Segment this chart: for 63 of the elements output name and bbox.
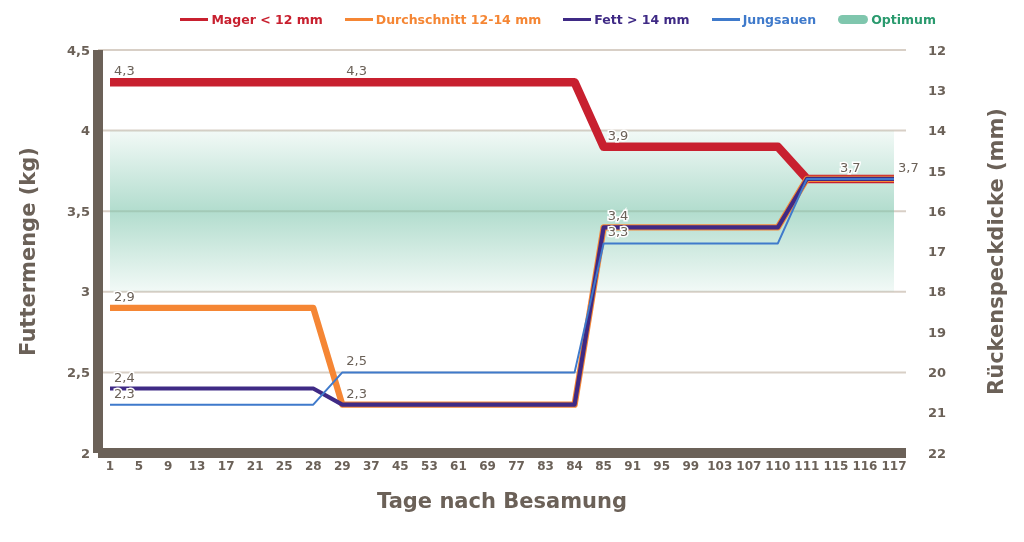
y2-tick-label: 14 — [928, 123, 947, 139]
x-tick-label: 116 — [852, 458, 878, 473]
data-label: 3,4 — [607, 208, 629, 224]
data-label: 2,3 — [346, 385, 367, 401]
y2-tick-label: 20 — [928, 365, 947, 381]
y2-tick-label: 18 — [928, 284, 947, 300]
x-tick-label: 28 — [304, 458, 322, 473]
y2-tick-label: 17 — [928, 244, 947, 260]
legend-label: Fett > 14 mm — [593, 11, 690, 27]
x-tick-label: 91 — [624, 458, 642, 473]
y2-tick-label: 21 — [928, 405, 947, 421]
x-tick-label: 115 — [823, 458, 849, 473]
legend-label: Jungsauen — [741, 11, 817, 27]
y2-axis-title: Rückenspeckdicke (mm) — [984, 108, 1009, 395]
data-label: 4,3 — [346, 63, 367, 79]
y-axis-title: Futtermenge (kg) — [16, 147, 41, 356]
x-tick-label: 25 — [275, 458, 293, 473]
y-tick-label: 3,5 — [66, 203, 90, 219]
y-tick-label: 4,5 — [66, 42, 90, 58]
data-label: 3,7 — [898, 159, 919, 175]
y2-tick-label: 22 — [928, 445, 947, 461]
data-label: 3,7 — [839, 159, 861, 175]
x-tick-label: 103 — [707, 458, 733, 473]
x-tick-label: 13 — [188, 458, 206, 473]
x-tick-label: 61 — [450, 458, 467, 473]
y2-tick-label: 13 — [928, 82, 947, 98]
legend-label: Optimum — [870, 11, 936, 27]
x-tick-label: 29 — [333, 458, 351, 473]
x-tick-label: 5 — [134, 458, 144, 473]
x-tick-label: 45 — [392, 458, 409, 473]
x-tick-label: 21 — [246, 458, 264, 473]
data-label: 3,9 — [607, 127, 629, 143]
legend-label: Mager < 12 mm — [210, 11, 323, 27]
x-tick-label: 69 — [479, 458, 496, 473]
legend-label: Durchschnitt 12-14 mm — [374, 11, 542, 27]
y-tick-label: 2 — [80, 445, 90, 461]
x-tick-label: 99 — [682, 458, 700, 473]
data-label: 2,4 — [114, 369, 135, 385]
x-tick-label: 107 — [736, 458, 762, 473]
x-tick-label: 110 — [765, 458, 791, 473]
x-tick-label: 77 — [508, 458, 525, 473]
y2-tick-label: 15 — [928, 163, 947, 179]
y2-tick-label: 19 — [928, 324, 947, 340]
y-tick-label: 2,5 — [66, 365, 90, 381]
x-tick-label: 83 — [537, 458, 554, 473]
x-tick-label: 53 — [421, 458, 438, 473]
x-tick-label: 95 — [653, 458, 671, 473]
x-tick-label: 1 — [105, 458, 115, 473]
x-tick-label: 37 — [362, 458, 380, 473]
data-label: 2,5 — [346, 353, 367, 369]
x-axis-title: Tage nach Besamung — [377, 489, 627, 513]
x-tick-label: 9 — [163, 458, 173, 473]
y2-tick-label: 12 — [928, 42, 947, 58]
x-tick-label: 111 — [794, 458, 820, 473]
data-label: 2,9 — [114, 288, 135, 304]
x-tick-label: 84 — [566, 458, 583, 473]
x-tick-label: 17 — [217, 458, 235, 473]
x-tick-label: 85 — [595, 458, 612, 473]
data-label: 4,3 — [114, 63, 135, 79]
y-tick-label: 3 — [80, 284, 90, 300]
y2-tick-label: 16 — [928, 203, 947, 219]
y-tick-label: 4 — [80, 123, 90, 139]
x-tick-label: 117 — [881, 458, 907, 473]
